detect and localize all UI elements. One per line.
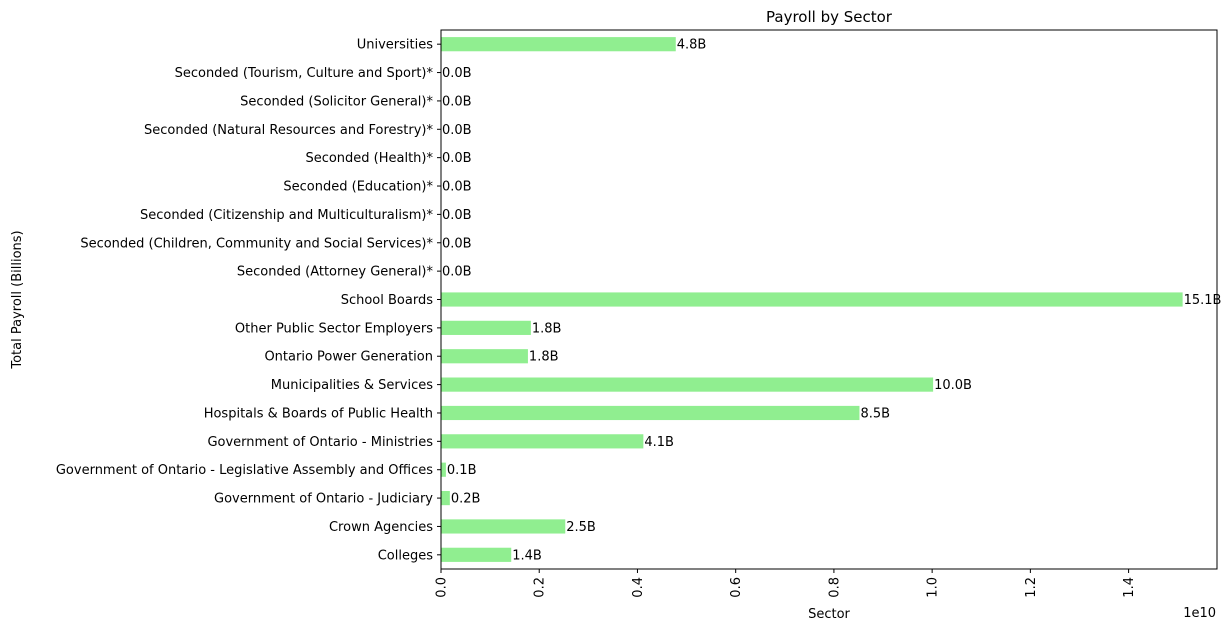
data-label: 0.0B bbox=[442, 94, 472, 109]
y-tick-label: Government of Ontario - Judiciary bbox=[214, 492, 433, 507]
y-tick-label: Other Public Sector Employers bbox=[235, 321, 433, 336]
y-tick-label: Ontario Power Generation bbox=[264, 350, 433, 365]
data-label: 15.1B bbox=[1184, 293, 1222, 308]
y-tick-label: Seconded (Tourism, Culture and Sport)* bbox=[175, 66, 434, 81]
x-tick-label: 1.2 bbox=[1024, 577, 1039, 598]
y-tick-label: Colleges bbox=[378, 548, 434, 563]
y-tick-label: Universities bbox=[357, 38, 433, 53]
x-tick-label: 1.0 bbox=[926, 577, 941, 598]
data-label: 0.1B bbox=[447, 463, 477, 478]
x-axis-offset-label: 1e10 bbox=[1183, 606, 1216, 621]
y-tick-label: Seconded (Citizenship and Multiculturali… bbox=[140, 208, 434, 223]
bar bbox=[441, 519, 566, 534]
data-label: 0.0B bbox=[442, 123, 472, 138]
bar bbox=[441, 490, 450, 506]
y-tick-label: Government of Ontario - Ministries bbox=[207, 435, 433, 450]
data-label: 8.5B bbox=[860, 406, 890, 421]
data-label: 1.8B bbox=[532, 321, 562, 336]
y-tick-label: Seconded (Natural Resources and Forestry… bbox=[144, 123, 433, 138]
plot-area-frame bbox=[440, 29, 1218, 570]
y-tick-label: Crown Agencies bbox=[329, 520, 433, 535]
x-tick-label: 0.2 bbox=[533, 577, 548, 598]
data-label: 1.8B bbox=[529, 350, 559, 365]
y-tick-label: Hospitals & Boards of Public Health bbox=[204, 406, 433, 421]
data-label: 1.4B bbox=[512, 548, 542, 563]
data-labels-layer: 1.4B 2.5B 0.2B 0.1B 4.1B 8.5B 10.0B 1.8B 1.8B 15.… bbox=[442, 38, 1221, 564]
y-tick-label: Seconded (Children, Community and Social… bbox=[80, 236, 433, 251]
x-tick-label: 1.4 bbox=[1122, 577, 1137, 598]
bar bbox=[441, 349, 528, 364]
data-label: 0.0B bbox=[442, 66, 472, 81]
y-tick-label: Seconded (Education)* bbox=[283, 180, 433, 195]
bar bbox=[441, 320, 531, 335]
data-label: 0.2B bbox=[451, 492, 481, 507]
bar bbox=[441, 37, 676, 52]
x-tick-label: 0.8 bbox=[827, 577, 842, 598]
bar bbox=[441, 462, 446, 477]
bar bbox=[441, 405, 860, 421]
x-tick-label: 0.0 bbox=[435, 577, 450, 598]
y-tick-label: School Boards bbox=[341, 293, 433, 308]
x-tick-label: 0.6 bbox=[729, 577, 744, 598]
y-tick-label: Seconded (Health)* bbox=[305, 151, 433, 166]
category-labels-layer: Colleges Crown Agencies Government of Onta… bbox=[56, 38, 441, 563]
data-label: 0.0B bbox=[442, 180, 472, 195]
data-label: 0.0B bbox=[442, 265, 472, 280]
data-label: 2.5B bbox=[566, 520, 596, 535]
bar bbox=[441, 292, 1183, 307]
y-tick-label: Seconded (Solicitor General)* bbox=[240, 94, 433, 109]
data-label: 0.0B bbox=[442, 151, 472, 166]
bar bbox=[441, 377, 934, 392]
y-tick-label: Municipalities & Services bbox=[271, 378, 433, 393]
bar bbox=[441, 434, 644, 449]
y-tick-label: Seconded (Attorney General)* bbox=[237, 265, 434, 280]
data-label: 0.0B bbox=[442, 208, 472, 223]
chart-title: Payroll by Sector bbox=[766, 8, 893, 26]
bar bbox=[441, 547, 512, 562]
y-axis-label: Total Payroll (Billions) bbox=[10, 230, 25, 369]
bars-layer bbox=[441, 37, 1183, 562]
x-ticks-layer: 0.0 0.2 0.4 0.6 0.8 1.0 1.2 1.4 bbox=[435, 569, 1137, 598]
x-tick-label: 0.4 bbox=[631, 577, 646, 598]
x-axis-label: Sector bbox=[808, 607, 850, 622]
data-label: 10.0B bbox=[934, 378, 972, 393]
data-label: 4.8B bbox=[677, 38, 707, 53]
data-label: 4.1B bbox=[644, 435, 674, 450]
data-label: 0.0B bbox=[442, 236, 472, 251]
y-tick-label: Government of Ontario - Legislative Asse… bbox=[56, 463, 433, 478]
